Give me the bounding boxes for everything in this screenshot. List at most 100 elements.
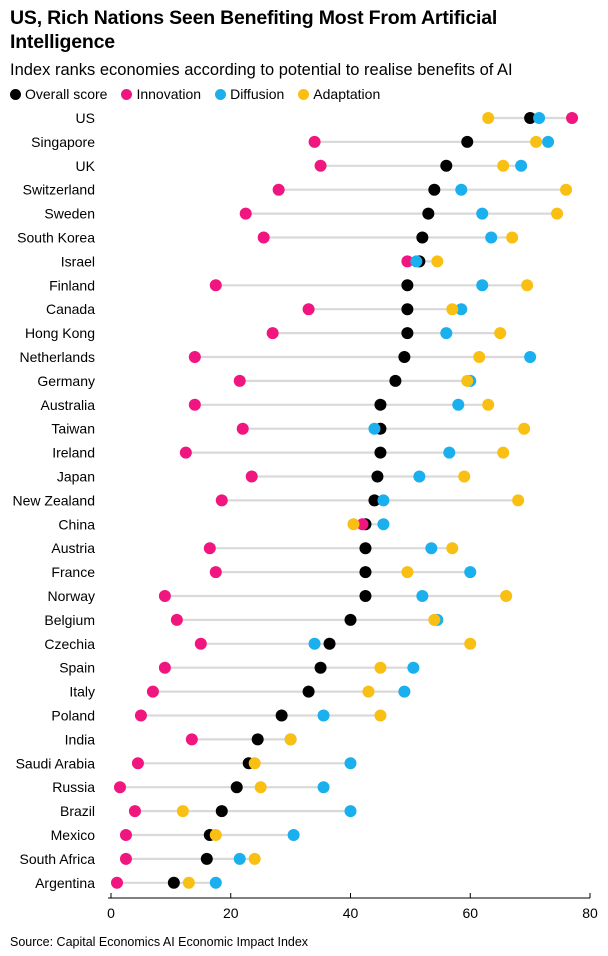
chart-title: US, Rich Nations Seen Benefiting Most Fr… bbox=[10, 7, 498, 53]
point-adaptation-sweden bbox=[551, 207, 564, 220]
point-diffusion-brazil bbox=[344, 805, 357, 818]
point-adaptation-australia bbox=[482, 398, 495, 411]
category-label-mexico: Mexico bbox=[51, 827, 96, 843]
point-diffusion-ireland bbox=[443, 446, 456, 459]
point-innovation-netherlands bbox=[188, 351, 201, 363]
point-diffusion-taiwan bbox=[368, 422, 381, 435]
legend-item-innovation: Innovation bbox=[121, 86, 201, 102]
category-label-france: France bbox=[51, 564, 95, 580]
point-overall-score-uk bbox=[440, 159, 453, 172]
point-adaptation-russia bbox=[254, 781, 267, 794]
point-innovation-czechia bbox=[194, 637, 207, 650]
point-overall-score-switzerland bbox=[428, 183, 441, 196]
category-label-japan: Japan bbox=[57, 469, 95, 485]
x-tick-label-40: 40 bbox=[343, 905, 359, 921]
x-tick-label-60: 60 bbox=[462, 905, 478, 921]
point-diffusion-switzerland bbox=[455, 183, 468, 196]
category-label-south-africa: South Africa bbox=[20, 851, 96, 867]
point-overall-score-hong-kong bbox=[401, 327, 414, 340]
point-adaptation-switzerland bbox=[560, 183, 573, 196]
point-adaptation-taiwan bbox=[518, 422, 531, 435]
point-overall-score-new-zealand bbox=[368, 494, 381, 507]
category-label-uk: UK bbox=[76, 158, 96, 174]
point-adaptation-brazil bbox=[176, 805, 189, 818]
point-overall-score-us bbox=[524, 112, 537, 124]
category-label-russia: Russia bbox=[52, 779, 95, 795]
point-adaptation-netherlands bbox=[473, 351, 486, 363]
point-innovation-canada bbox=[302, 303, 315, 316]
x-tick-label-20: 20 bbox=[223, 905, 239, 921]
point-adaptation-poland bbox=[374, 709, 387, 722]
point-overall-score-japan bbox=[371, 470, 384, 483]
point-overall-score-france bbox=[359, 566, 372, 579]
legend-marker-diffusion bbox=[215, 88, 227, 100]
category-label-china: China bbox=[58, 516, 95, 532]
category-label-singapore: Singapore bbox=[31, 134, 95, 150]
category-label-austria: Austria bbox=[51, 540, 95, 556]
legend: Overall score Innovation Diffusion Adapt… bbox=[10, 85, 394, 103]
point-adaptation-ireland bbox=[497, 446, 510, 459]
category-label-norway: Norway bbox=[48, 588, 95, 604]
category-label-sweden: Sweden bbox=[44, 206, 95, 222]
point-adaptation-canada bbox=[446, 303, 459, 316]
point-innovation-germany bbox=[233, 374, 246, 387]
point-adaptation-mexico bbox=[209, 829, 222, 841]
point-adaptation-czechia bbox=[464, 637, 477, 650]
point-diffusion-china bbox=[377, 518, 390, 531]
point-innovation-china bbox=[356, 518, 369, 531]
point-adaptation-south-korea bbox=[506, 231, 519, 244]
point-innovation-belgium bbox=[170, 613, 183, 626]
point-diffusion-italy bbox=[398, 685, 411, 698]
point-innovation-russia bbox=[113, 781, 126, 794]
point-adaptation-uk bbox=[497, 159, 510, 172]
point-diffusion-poland bbox=[317, 709, 330, 722]
point-innovation-switzerland bbox=[272, 183, 285, 196]
point-overall-score-poland bbox=[275, 709, 288, 722]
point-adaptation-south-africa bbox=[248, 852, 261, 865]
legend-label-adaptation: Adaptation bbox=[313, 86, 381, 102]
point-innovation-us bbox=[566, 112, 579, 124]
point-diffusion-new-zealand bbox=[377, 494, 390, 507]
point-overall-score-india bbox=[251, 733, 264, 746]
point-overall-score-south-africa bbox=[200, 852, 213, 865]
category-label-taiwan: Taiwan bbox=[51, 421, 95, 437]
point-adaptation-india bbox=[284, 733, 297, 746]
category-label-poland: Poland bbox=[51, 708, 95, 724]
category-label-ireland: Ireland bbox=[52, 445, 95, 461]
category-label-saudi-arabia: Saudi Arabia bbox=[16, 755, 96, 771]
point-adaptation-hong-kong bbox=[494, 327, 507, 340]
point-adaptation-belgium bbox=[428, 613, 441, 626]
point-diffusion-netherlands bbox=[524, 351, 537, 363]
point-innovation-france bbox=[209, 566, 222, 579]
point-adaptation-argentina bbox=[182, 876, 195, 889]
category-label-australia: Australia bbox=[41, 397, 96, 413]
category-label-south-korea: South Korea bbox=[17, 230, 95, 246]
point-diffusion-mexico bbox=[287, 829, 300, 841]
point-innovation-sweden bbox=[239, 207, 252, 220]
category-label-brazil: Brazil bbox=[60, 803, 95, 819]
point-innovation-australia bbox=[188, 398, 201, 411]
legend-label-overall: Overall score bbox=[25, 86, 108, 102]
point-overall-score-spain bbox=[314, 661, 327, 674]
point-overall-score-brazil bbox=[215, 805, 228, 818]
point-adaptation-italy bbox=[362, 685, 375, 698]
category-label-new-zealand: New Zealand bbox=[13, 492, 96, 508]
point-diffusion-us bbox=[533, 112, 546, 124]
category-label-spain: Spain bbox=[59, 660, 95, 676]
category-label-netherlands: Netherlands bbox=[20, 349, 96, 365]
point-innovation-brazil bbox=[128, 805, 141, 818]
category-label-switzerland: Switzerland bbox=[23, 182, 95, 198]
point-innovation-mexico bbox=[119, 829, 132, 841]
point-adaptation-us bbox=[482, 112, 495, 124]
category-label-israel: Israel bbox=[61, 253, 95, 269]
point-innovation-poland bbox=[134, 709, 147, 722]
x-tick-label-80: 80 bbox=[582, 905, 598, 921]
legend-item-diffusion: Diffusion bbox=[215, 86, 284, 102]
point-overall-score-sweden bbox=[422, 207, 435, 220]
point-adaptation-new-zealand bbox=[512, 494, 525, 507]
point-adaptation-germany bbox=[461, 374, 474, 387]
point-diffusion-singapore bbox=[542, 135, 555, 148]
point-innovation-israel bbox=[401, 255, 414, 268]
point-adaptation-finland bbox=[521, 279, 534, 292]
point-diffusion-south-korea bbox=[485, 231, 498, 244]
